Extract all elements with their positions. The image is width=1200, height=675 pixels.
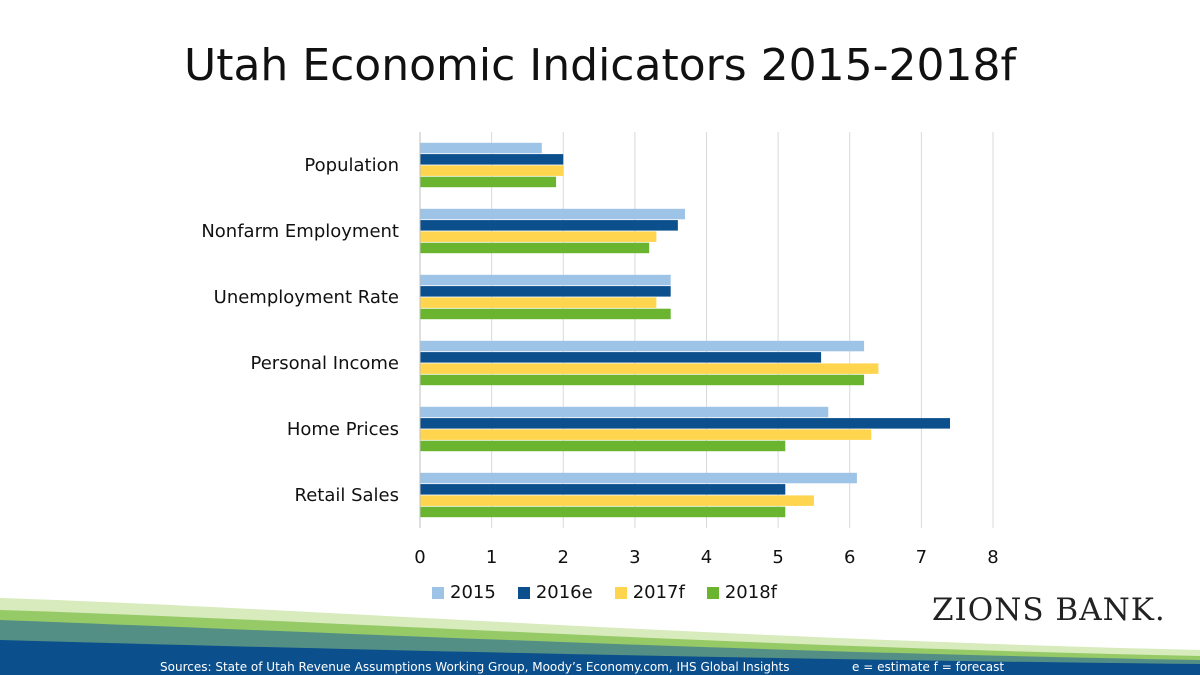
legend-item-2016e: 2016e [517,582,593,603]
bar-unemployment-rate-2018f [420,308,671,320]
legend-label-2017f: 2017f [632,582,685,603]
legend-swatch-2018f [706,586,719,599]
bar-personal-income-2018f [420,374,865,386]
x-tick-label-7: 7 [916,547,927,568]
bar-nonfarm-employment-2017f [420,231,657,242]
bar-home-prices-2017f [420,429,872,440]
x-tick-label-2: 2 [558,547,569,568]
y-tick-label-population: Population [304,155,399,176]
bar-personal-income-2016e [420,352,822,363]
bar-personal-income-2015 [420,340,865,352]
x-tick-label-6: 6 [844,547,855,568]
bar-home-prices-2018f [420,440,786,452]
bar-population-2015 [420,142,542,154]
legend-swatch-2017f [614,586,627,599]
y-tick-label-unemployment-rate: Unemployment Rate [214,287,399,308]
y-tick-label-nonfarm-employment: Nonfarm Employment [201,221,399,242]
y-tick-label-retail-sales: Retail Sales [295,485,400,506]
bar-unemployment-rate-2015 [420,274,671,286]
bar-population-2017f [420,165,564,176]
bar-retail-sales-2016e [420,484,786,495]
y-tick-label-home-prices: Home Prices [287,419,399,440]
bar-population-2016e [420,154,564,165]
bar-population-2018f [420,176,557,188]
x-tick-label-0: 0 [414,547,425,568]
y-tick-label-personal-income: Personal Income [251,353,399,374]
legend-item-2018f: 2018f [706,582,778,603]
sources-note: Sources: State of Utah Revenue Assumptio… [160,660,790,674]
x-tick-label-3: 3 [629,547,640,568]
bar-home-prices-2016e [420,418,951,429]
bar-unemployment-rate-2017f [420,297,657,308]
legend-swatch-2015 [432,586,444,599]
x-tick-label-5: 5 [772,547,783,568]
bar-unemployment-rate-2016e [420,286,671,297]
bar-nonfarm-employment-2016e [420,220,678,231]
legend-swatch-2016e [517,586,530,599]
bar-chart: 0 1 2 3 4 5 6 7 8 Population Nonfarm Employment Une… [201,132,999,568]
estimate-forecast-note: e = estimate f = forecast [852,660,1005,674]
legend-item-2017f: 2017f [614,582,685,603]
bar-retail-sales-2017f [420,495,814,506]
bar-nonfarm-employment-2018f [420,242,650,254]
bar-retail-sales-2015 [420,472,857,484]
legend-label-2015: 2015 [450,582,496,603]
legend-label-2016e: 2016e [535,582,593,603]
x-tick-label-8: 8 [987,547,998,568]
chart-title: Utah Economic Indicators 2015-2018f [184,40,1016,91]
bar-personal-income-2017f [420,363,879,374]
legend-item-2015: 2015 [432,582,496,603]
x-tick-label-1: 1 [486,547,497,568]
zions-bank-logo: ZIONS BANK. [932,592,1166,628]
chart-legend: 2015 2016e 2017f 2018f [432,582,777,603]
x-tick-label-4: 4 [701,547,712,568]
legend-label-2018f: 2018f [724,582,778,603]
bar-retail-sales-2018f [420,506,786,518]
bar-nonfarm-employment-2015 [420,208,686,220]
footer-swoosh [0,598,1200,675]
bar-home-prices-2015 [420,406,829,418]
